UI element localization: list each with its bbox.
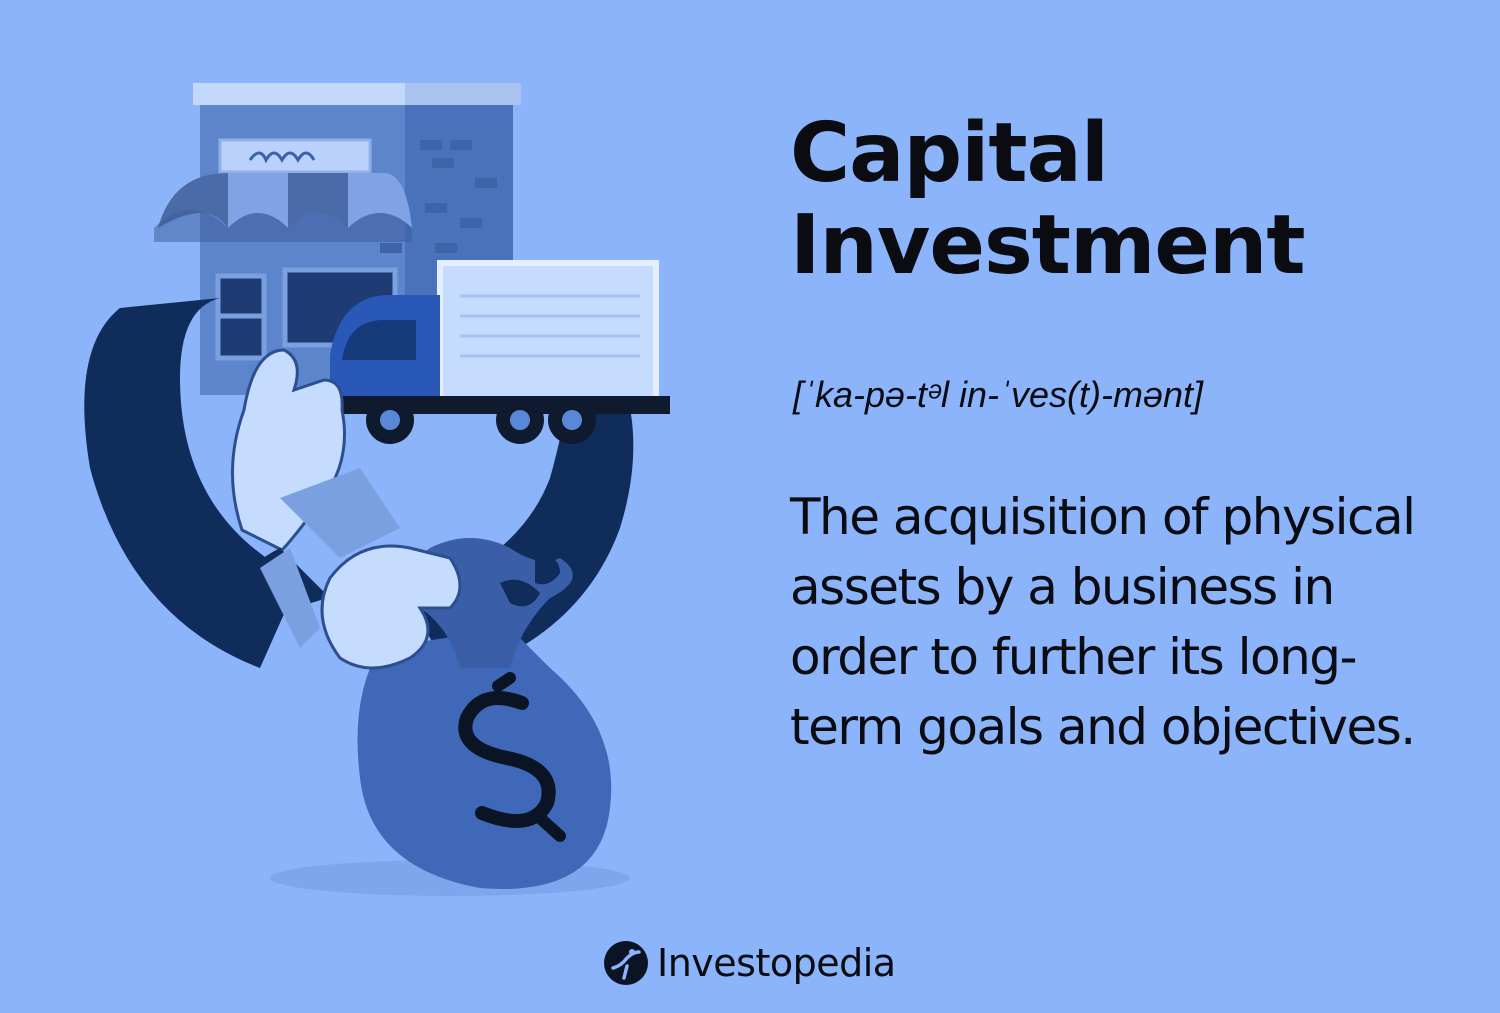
brand-name: Investopedia [657, 941, 896, 985]
investopedia-logo-icon [604, 941, 648, 985]
truck-icon [320, 260, 670, 444]
storefront-icon [154, 83, 521, 395]
lower-hand [320, 544, 462, 670]
brand-footer: Investopedia [603, 940, 896, 986]
capital-investment-illustration [84, 83, 670, 896]
page-title: Capital Investment [790, 106, 1306, 293]
pronunciation: [ˈka-pə-tᵊl in-ˈves(t)-mənt] [793, 374, 1203, 415]
title-line-1: Capital [790, 106, 1109, 201]
title-line-2: Investment [790, 198, 1306, 293]
dollar-sign-icon [458, 672, 566, 842]
definition-text: The acquisition of physical assets by a … [790, 488, 1416, 756]
